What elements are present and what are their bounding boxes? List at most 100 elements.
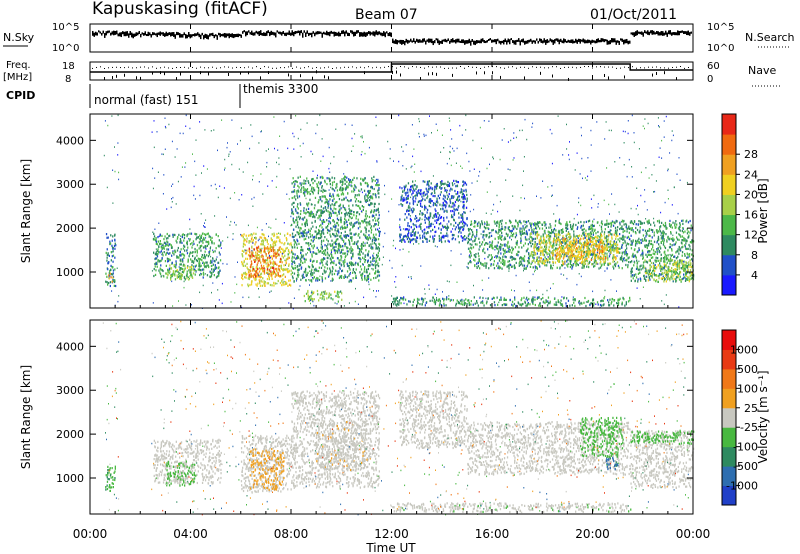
data-cell bbox=[341, 187, 344, 190]
data-cell bbox=[364, 244, 366, 247]
data-cell bbox=[489, 258, 492, 262]
data-cell bbox=[344, 175, 346, 178]
data-cell bbox=[322, 188, 324, 191]
data-cell bbox=[525, 304, 527, 307]
data-cell bbox=[590, 302, 592, 305]
data-cell bbox=[308, 236, 310, 239]
data-cell bbox=[373, 214, 375, 218]
data-cell bbox=[515, 261, 517, 264]
data-cell bbox=[165, 244, 167, 247]
data-cell bbox=[318, 230, 320, 233]
data-cell bbox=[174, 270, 177, 273]
data-cell bbox=[622, 238, 624, 241]
data-cell bbox=[107, 268, 109, 271]
data-cell bbox=[202, 256, 205, 259]
data-cell bbox=[373, 211, 375, 214]
nave-point bbox=[308, 66, 309, 68]
data-cell bbox=[529, 235, 531, 238]
data-cell bbox=[319, 214, 321, 217]
data-cell bbox=[182, 264, 184, 267]
data-cell bbox=[493, 260, 495, 263]
data-cell bbox=[424, 216, 426, 219]
data-cell bbox=[179, 263, 181, 266]
data-cell bbox=[241, 273, 243, 276]
data-cell bbox=[573, 235, 575, 238]
data-cell bbox=[601, 263, 603, 266]
data-cell bbox=[254, 236, 257, 239]
data-cell bbox=[476, 300, 478, 303]
cpid-segment-themis: themis 3300 bbox=[243, 82, 318, 96]
data-cell bbox=[575, 223, 577, 227]
data-cell bbox=[367, 276, 370, 279]
data-cell bbox=[295, 209, 297, 213]
data-cell bbox=[328, 229, 330, 232]
data-cell bbox=[259, 284, 262, 287]
nave-spike bbox=[656, 71, 657, 75]
data-cell bbox=[553, 297, 556, 300]
data-cell bbox=[367, 259, 369, 262]
data-cell bbox=[366, 274, 369, 278]
data-cell bbox=[291, 251, 293, 254]
data-cell bbox=[506, 250, 508, 253]
data-cell bbox=[166, 248, 168, 251]
data-cell bbox=[599, 303, 602, 307]
data-cell bbox=[457, 206, 459, 209]
data-cell bbox=[428, 199, 431, 202]
data-cell bbox=[177, 256, 179, 259]
data-cell bbox=[258, 254, 260, 257]
data-cell bbox=[438, 298, 440, 301]
data-cell bbox=[286, 269, 288, 272]
nave-point bbox=[320, 67, 321, 69]
noise-point bbox=[519, 40, 521, 46]
data-cell bbox=[161, 246, 164, 249]
data-cell bbox=[570, 264, 573, 267]
data-cell bbox=[301, 187, 303, 190]
data-cell bbox=[360, 183, 362, 186]
data-cell bbox=[315, 278, 317, 281]
data-cell bbox=[572, 227, 574, 230]
data-cell bbox=[406, 191, 408, 194]
data-cell bbox=[457, 223, 459, 227]
data-cell bbox=[320, 223, 322, 227]
data-cell bbox=[338, 270, 340, 273]
data-cell bbox=[183, 270, 185, 273]
data-cell bbox=[538, 256, 540, 259]
data-cell bbox=[523, 244, 525, 247]
data-cell bbox=[572, 264, 574, 267]
data-cell bbox=[259, 267, 261, 270]
data-cell bbox=[442, 226, 444, 229]
data-cell bbox=[271, 238, 273, 241]
data-cell bbox=[256, 246, 258, 249]
data-cell bbox=[460, 213, 462, 217]
data-cell bbox=[477, 261, 479, 265]
noise-point bbox=[98, 30, 100, 33]
data-cell bbox=[333, 241, 335, 244]
data-cell bbox=[485, 302, 488, 305]
data-cell bbox=[451, 234, 454, 237]
data-cell bbox=[168, 243, 170, 246]
data-cell bbox=[462, 228, 464, 231]
noise-point bbox=[131, 32, 133, 38]
data-cell bbox=[481, 263, 483, 266]
data-cell bbox=[406, 228, 408, 231]
data-cell bbox=[333, 177, 336, 180]
data-cell bbox=[316, 252, 318, 255]
data-cell bbox=[485, 242, 487, 245]
data-cell bbox=[303, 179, 305, 182]
data-cell bbox=[548, 226, 550, 229]
data-cell bbox=[544, 221, 546, 224]
data-cell bbox=[269, 248, 271, 251]
data-cell bbox=[166, 240, 168, 243]
data-cell bbox=[417, 219, 419, 222]
data-cell bbox=[291, 203, 293, 206]
data-cell bbox=[321, 261, 323, 264]
data-cell bbox=[241, 249, 244, 252]
data-cell bbox=[432, 237, 434, 240]
data-cell bbox=[419, 210, 421, 213]
nave-spike bbox=[396, 70, 397, 74]
data-cell bbox=[204, 257, 206, 260]
data-cell bbox=[325, 270, 327, 273]
data-cell bbox=[171, 261, 173, 264]
data-cell bbox=[356, 177, 358, 180]
data-cell bbox=[183, 256, 185, 259]
